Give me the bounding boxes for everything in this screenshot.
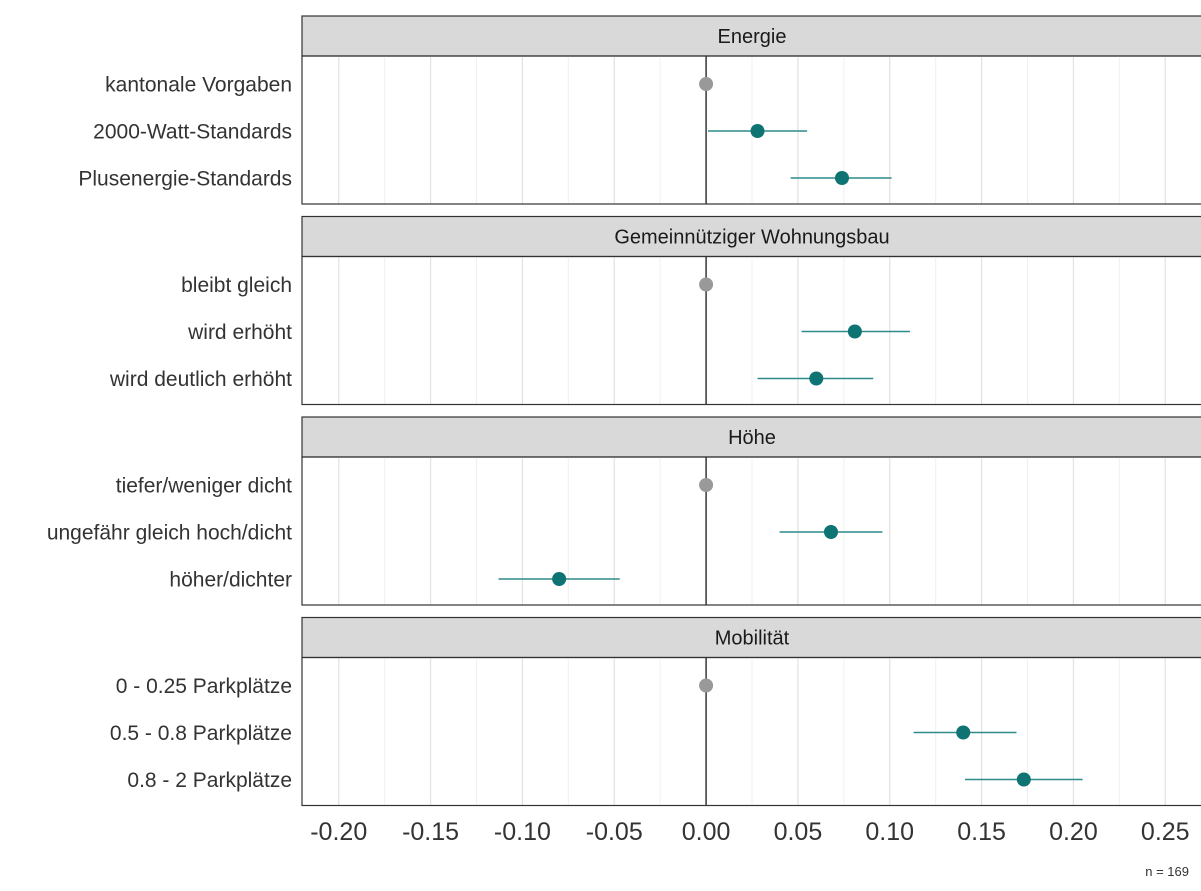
estimate-point xyxy=(750,124,765,138)
category-label: ungefähr gleich hoch/dicht xyxy=(47,522,292,545)
reference-point xyxy=(699,277,714,292)
x-tick-label: -0.15 xyxy=(402,818,459,846)
x-tick-label: 0.05 xyxy=(774,818,823,846)
facet-strip xyxy=(301,416,1201,458)
x-tick-label: -0.20 xyxy=(310,818,367,846)
sample-size-note: n = 169 xyxy=(1145,864,1189,879)
facet-panel-border xyxy=(301,255,1201,406)
facet-title: Mobilität xyxy=(715,628,790,650)
x-tick-label: -0.05 xyxy=(586,818,643,846)
category-label: 2000-Watt-Standards xyxy=(93,121,292,144)
facet-strip xyxy=(301,215,1201,258)
category-label: bleibt gleich xyxy=(181,274,292,297)
reference-point xyxy=(699,678,714,693)
facet-panel-border xyxy=(301,55,1201,205)
category-label: Plusenergie-Standards xyxy=(78,168,292,191)
facet-title: Höhe xyxy=(728,427,776,449)
category-label: 0.5 - 0.8 Parkplätze xyxy=(110,722,292,745)
facet-strip xyxy=(301,15,1201,57)
x-tick-label: -0.10 xyxy=(494,818,551,846)
estimate-point xyxy=(552,572,567,586)
category-label: kantonale Vorgaben xyxy=(105,74,292,97)
facet-title: Energie xyxy=(718,26,787,48)
category-label: 0.8 - 2 Parkplätze xyxy=(127,769,292,792)
facet-strip xyxy=(301,616,1201,659)
x-tick-label: 0.20 xyxy=(1049,818,1098,846)
facet-panel-border xyxy=(301,656,1201,807)
category-label: wird deutlich erhöht xyxy=(109,368,292,391)
estimate-point xyxy=(823,525,838,539)
x-tick-label: 0.10 xyxy=(865,818,914,846)
category-label: höher/dichter xyxy=(169,569,292,592)
x-tick-label: 0.15 xyxy=(957,818,1006,846)
category-label: tiefer/weniger dicht xyxy=(116,475,292,498)
estimate-point xyxy=(835,171,849,185)
estimate-point xyxy=(847,324,862,339)
x-tick-label: 0.25 xyxy=(1141,818,1190,846)
estimate-point xyxy=(809,371,824,386)
category-label: 0 - 0.25 Parkplätze xyxy=(116,675,292,698)
x-tick-label: 0.00 xyxy=(682,818,731,846)
estimate-point xyxy=(956,725,971,740)
facet-title: Gemeinnütziger Wohnungsbau xyxy=(614,227,889,249)
estimate-point xyxy=(1016,772,1031,787)
category-label: wird erhöht xyxy=(187,321,292,344)
reference-point xyxy=(699,77,714,91)
reference-point xyxy=(699,478,714,492)
facet-panel-border xyxy=(301,456,1201,606)
